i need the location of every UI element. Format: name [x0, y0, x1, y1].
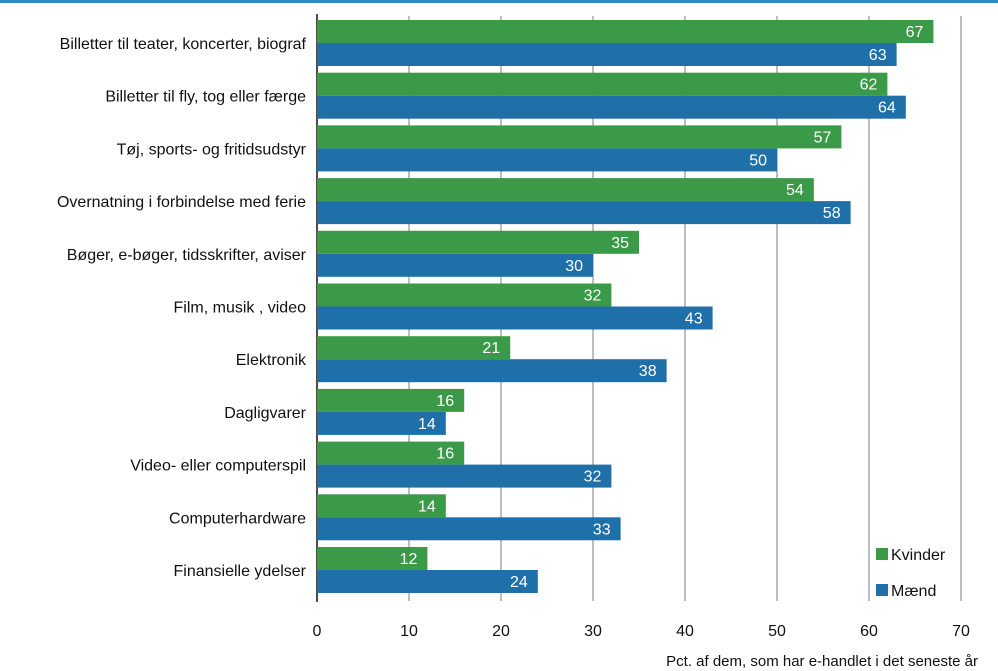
legend: Kvinder Mænd	[876, 547, 946, 600]
bar-kvinder	[317, 72, 888, 96]
data-label: 35	[611, 235, 629, 252]
legend-label: Mænd	[891, 583, 936, 600]
legend-swatch	[876, 548, 888, 560]
x-tick-label: 20	[492, 623, 510, 640]
bar-kvinder	[317, 230, 639, 254]
bar-maend	[317, 201, 851, 225]
category-label: Finansielle ydelser	[173, 563, 306, 580]
x-tick-label: 0	[313, 623, 322, 640]
bar-maend	[317, 359, 667, 383]
bar-maend	[317, 43, 897, 66]
x-axis-title: Pct. af dem, som har e-handlet i det sen…	[666, 653, 978, 670]
data-label: 14	[418, 498, 436, 515]
data-label: 21	[482, 340, 500, 357]
data-label: 24	[510, 574, 528, 591]
bar-maend	[317, 148, 777, 172]
legend-swatch	[876, 584, 888, 596]
bar-maend	[317, 411, 446, 435]
x-tick-label: 30	[584, 623, 602, 640]
data-label: 57	[814, 129, 832, 146]
bar-kvinder	[317, 20, 934, 43]
data-label: 14	[418, 416, 436, 433]
bar-kvinder	[317, 178, 814, 202]
data-label: 50	[749, 152, 767, 169]
data-label: 30	[565, 258, 583, 275]
category-label: Video- eller computerspil	[130, 458, 306, 475]
data-label: 43	[685, 311, 703, 328]
bar-maend	[317, 253, 593, 277]
data-label: 38	[639, 363, 657, 380]
data-label: 67	[906, 24, 924, 41]
data-label: 64	[878, 100, 896, 117]
bar-kvinder	[317, 336, 511, 360]
category-label: Overnatning i forbindelse med ferie	[57, 194, 306, 211]
category-label: Bøger, e-bøger, tidsskrifter, aviser	[67, 247, 307, 264]
category-labels: Billetter til teater, koncerter, biograf…	[57, 36, 307, 580]
bar-maend	[317, 570, 538, 593]
data-label: 54	[786, 182, 804, 199]
bar-maend	[317, 464, 612, 488]
bar-kvinder	[317, 283, 612, 307]
bar-kvinder	[317, 388, 465, 412]
bars: 6763626457505458353032432138161416321433…	[317, 20, 934, 593]
category-label: Elektronik	[236, 352, 307, 369]
bar-kvinder	[317, 494, 446, 518]
category-label: Billetter til fly, tog eller færge	[105, 89, 306, 106]
legend-label: Kvinder	[891, 547, 946, 564]
category-label: Film, musik , video	[174, 300, 307, 317]
x-tick-labels: 0 10 20 30 40 50 60 70	[313, 623, 970, 640]
bar-kvinder	[317, 441, 465, 465]
x-tick-label: 70	[952, 623, 970, 640]
data-label: 32	[584, 469, 602, 486]
x-tick-label: 60	[860, 623, 878, 640]
bar-kvinder	[317, 547, 428, 570]
bar-maend	[317, 517, 621, 541]
category-label: Tøj, sports- og fritidsudstyr	[117, 141, 307, 158]
category-label: Dagligvarer	[224, 405, 306, 422]
data-label: 62	[860, 77, 878, 94]
bar-maend	[317, 306, 713, 330]
top-accent-rule	[0, 0, 998, 3]
data-label: 32	[584, 288, 602, 305]
data-label: 58	[823, 205, 841, 222]
data-label: 12	[400, 551, 418, 568]
data-label: 33	[593, 521, 611, 538]
data-label: 16	[436, 446, 454, 463]
bar-maend	[317, 95, 906, 119]
data-label: 63	[869, 47, 887, 64]
category-label: Billetter til teater, koncerter, biograf	[60, 36, 307, 53]
data-label: 16	[436, 393, 454, 410]
bar-kvinder	[317, 125, 842, 149]
x-tick-label: 40	[676, 623, 694, 640]
category-label: Computerhardware	[169, 510, 306, 527]
x-tick-label: 10	[400, 623, 418, 640]
x-tick-label: 50	[768, 623, 786, 640]
